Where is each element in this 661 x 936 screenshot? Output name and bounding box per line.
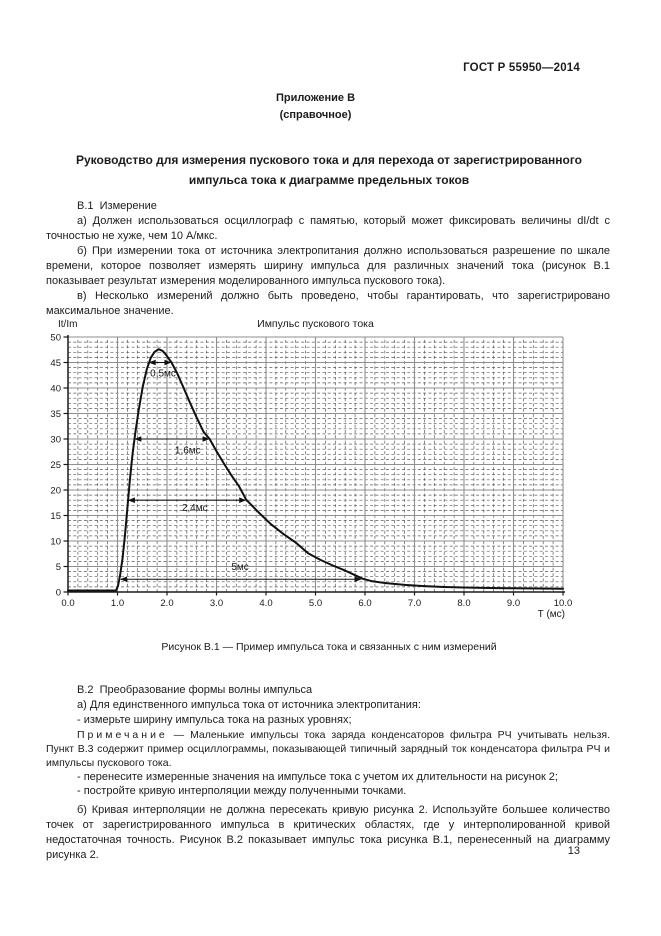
document-title-line1: Руководство для измерения пускового тока… bbox=[76, 153, 582, 167]
x-tick-label: 2.0 bbox=[160, 598, 173, 609]
y-tick-label: 20 bbox=[50, 486, 61, 497]
y-tick-label: 15 bbox=[50, 511, 61, 522]
y-tick-label: 25 bbox=[50, 460, 61, 471]
document-title-line2: импульса тока к диаграмме предельных ток… bbox=[188, 173, 470, 187]
arrowhead-left bbox=[148, 359, 156, 366]
appendix-heading: Приложение В (справочное) bbox=[0, 90, 631, 124]
pulse-curve bbox=[67, 348, 564, 592]
figure-caption: Рисунок В.1 — Пример импульса тока и свя… bbox=[161, 641, 497, 653]
page-number: 13 bbox=[567, 845, 580, 857]
section-b2: В.2 Преобразование формы волны импульса … bbox=[46, 683, 610, 863]
section-b2-heading: В.2 Преобразование формы волны импульса bbox=[77, 684, 313, 696]
arrowhead-right bbox=[164, 359, 172, 366]
section-b2-para-b: б) Кривая интерполяции не должна пересек… bbox=[46, 804, 610, 861]
x-tick-label: 7.0 bbox=[408, 598, 421, 609]
section-b2-para-a: а) Для единственного импульса тока от ис… bbox=[77, 699, 421, 711]
y-tick-label: 35 bbox=[50, 409, 61, 420]
section-b1-para-a: а) Должен использоваться осциллограф с п… bbox=[46, 215, 610, 242]
section-b2-item-2: - перенесите измеренные значения на импу… bbox=[77, 771, 558, 783]
arrowhead-left bbox=[127, 497, 135, 503]
x-tick-label: 1.0 bbox=[111, 598, 124, 609]
y-axis-label: It/Im bbox=[58, 319, 77, 330]
section-b2-item-3: - постройте кривую интерполяции между по… bbox=[77, 785, 407, 797]
section-b1-heading: В.1 Измерение bbox=[77, 200, 157, 212]
y-tick-label: 50 bbox=[50, 333, 61, 344]
x-tick-label: 0.0 bbox=[61, 598, 74, 609]
note-label: Примечание bbox=[77, 729, 168, 741]
x-axis-label: Т (мс) bbox=[538, 609, 565, 620]
x-tick-label: 9.0 bbox=[507, 598, 520, 609]
x-tick-label: 3.0 bbox=[210, 598, 223, 609]
appendix-label: Приложение В bbox=[275, 92, 356, 104]
measurement-label: 0,5мс bbox=[150, 368, 176, 379]
appendix-type: (справочное) bbox=[279, 109, 352, 121]
y-tick-label: 30 bbox=[50, 435, 61, 446]
y-tick-label: 10 bbox=[50, 537, 61, 548]
measurement-label: 1,6мс bbox=[175, 445, 201, 456]
figure-b1-chart: 0 5 10 15 20 25 30 35 40 45 50 0.0 1.0 2.0 3.0 4.0 5.0 6.… bbox=[38, 314, 583, 626]
x-tick-label: 4.0 bbox=[259, 598, 272, 609]
measurement-label: 5мс bbox=[231, 562, 248, 573]
measurement-label: 2,4мс bbox=[182, 503, 208, 514]
arrowhead-right bbox=[354, 576, 362, 583]
y-tick-label: 40 bbox=[50, 384, 61, 395]
section-b2-item-1: - измерьте ширину импульса тока на разны… bbox=[77, 713, 352, 726]
section-b1-para-b: б) При измерении тока от источника элект… bbox=[46, 245, 610, 287]
section-b1-para-v: в) Несколько измерений должно быть прове… bbox=[46, 290, 610, 317]
x-tick-label: 5.0 bbox=[309, 598, 322, 609]
standard-designation: ГОСТ Р 55950—2014 bbox=[463, 62, 580, 74]
arrowhead-left bbox=[119, 576, 127, 583]
x-tick-label: 8.0 bbox=[457, 598, 470, 609]
y-tick-label: 0 bbox=[56, 588, 61, 599]
x-tick-label: 6.0 bbox=[358, 598, 371, 609]
inrush-current-pulse-chart: 0 5 10 15 20 25 30 35 40 45 50 0.0 1.0 2.0 3.0 4.0 5.0 6.… bbox=[50, 318, 573, 620]
y-tick-label: 5 bbox=[56, 562, 61, 573]
arrowhead-left bbox=[134, 436, 142, 442]
section-b1: В.1 Измерение а) Должен использоваться о… bbox=[46, 199, 610, 319]
arrowhead-right bbox=[202, 436, 210, 442]
y-tick-label: 45 bbox=[50, 358, 61, 369]
chart-title: Импульс пускового тока bbox=[257, 318, 374, 330]
arrowhead-right bbox=[239, 497, 247, 503]
x-tick-label: 10.0 bbox=[554, 598, 573, 609]
document-title: Руководство для измерения пускового тока… bbox=[46, 150, 612, 190]
note-text: — Маленькие импульсы тока заряда конденс… bbox=[46, 729, 610, 769]
section-b2-note: Примечание — Маленькие импульсы тока зар… bbox=[46, 728, 610, 770]
